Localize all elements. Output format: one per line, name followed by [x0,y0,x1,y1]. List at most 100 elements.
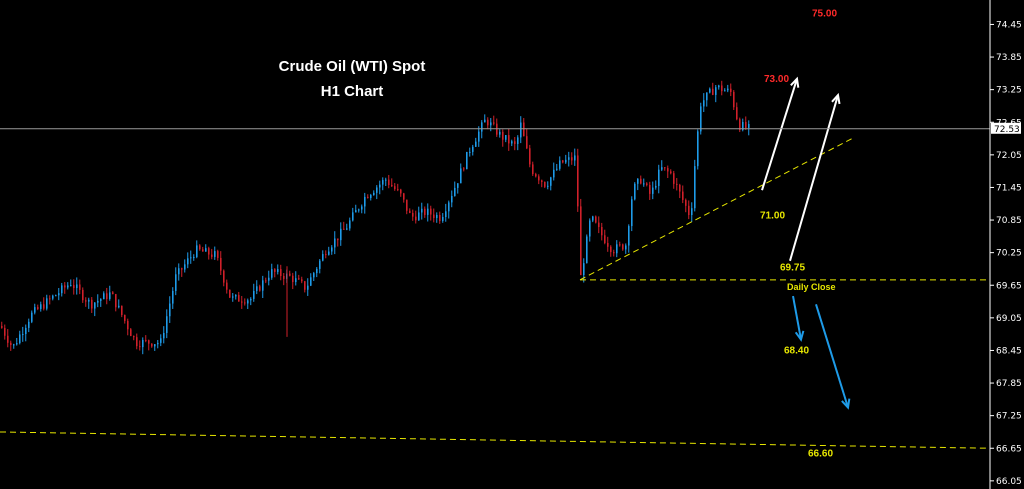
candle-body [538,176,540,181]
candle-body [187,258,189,265]
candle-body [535,174,537,177]
candle-body [1,326,3,328]
candle-body [265,280,267,282]
candle-body [592,216,594,221]
candle-body [22,334,24,336]
candle-body [127,320,129,330]
candle-body [613,252,615,254]
candle-body [703,100,705,107]
candle-body [667,168,669,172]
candle-body [427,208,429,215]
candle-body [34,307,36,313]
candle-body [529,148,531,165]
candle-body [469,151,471,153]
candle-body [310,277,312,286]
candle-body [670,171,672,174]
arrow-up-shaft [789,94,839,262]
candle-body [673,173,675,184]
arrow-down-head [841,398,851,410]
candle-body [457,183,459,188]
candle-body [577,155,579,207]
candle-body [301,279,303,282]
candle-body [289,273,291,276]
candle-body [664,167,666,169]
candle-body [646,183,648,185]
y-axis-ticks: 74.4573.8573.2572.6572.0571.4570.8570.25… [990,20,1022,487]
candle-body [19,334,21,344]
candle-body [550,177,552,186]
candle-body [520,122,522,138]
candle-body [358,209,360,211]
y-tick-label: 69.05 [996,314,1022,324]
candle-body [325,254,327,256]
candle-body [370,195,372,198]
candle-body [688,205,690,216]
candle-body [25,327,27,335]
candle-body [541,180,543,182]
candle-body [166,316,168,333]
candle-body [652,187,654,194]
candle-body [178,268,180,275]
candle-body [121,305,123,315]
y-tick-label: 68.45 [996,346,1022,356]
drawn-lines-group [0,138,991,449]
candle-body [625,245,627,250]
candle-body [88,299,90,302]
candle-body [214,251,216,257]
arrow-down-head [794,330,805,342]
chart-subtitle: H1 Chart [321,83,384,100]
candle-body [415,216,417,221]
candle-body [649,184,651,194]
candle-body [10,342,12,345]
candle-body [610,246,612,253]
level-annotation: 73.00 [764,74,789,85]
arrow-down-shaft [792,295,802,340]
candle-body [679,184,681,192]
candle-body [247,300,249,304]
candle-body [565,159,567,163]
candle-body [466,151,468,170]
candle-body [175,274,177,291]
candle-body [382,180,384,185]
candle-body [397,189,399,191]
y-tick-label: 70.25 [996,249,1022,259]
candle-body [241,301,243,303]
y-tick-label: 66.65 [996,444,1022,454]
candle-body [304,281,306,290]
level-annotation: 68.40 [784,345,809,356]
candle-body [463,168,465,170]
candle-body [694,166,696,209]
candle-body [622,244,624,250]
candle-body [691,208,693,216]
candle-body [490,122,492,126]
candle-body [31,312,33,322]
candle-body [685,199,687,206]
candle-body [277,269,279,272]
candle-body [553,169,555,178]
level-annotation: 75.00 [812,9,837,20]
candle-body [160,338,162,343]
candle-body [136,337,138,347]
candle-body [316,268,318,274]
candle-body [676,183,678,185]
candle-body [271,269,273,278]
candle-body [715,87,717,95]
candle-body [409,210,411,213]
candle-body [697,131,699,167]
candle-body [430,208,432,215]
candle-body [631,199,633,227]
candle-body [505,135,507,140]
candle-body [268,277,270,281]
candle-body [148,340,150,344]
candle-body [445,211,447,217]
candle-body [724,90,726,92]
candle-body [79,284,81,290]
candle-body [106,293,108,299]
candle-body [7,335,9,343]
candle-body [313,273,315,278]
candle-body [385,179,387,181]
candle-body [16,343,18,345]
candle-body [391,184,393,187]
candle-body [334,238,336,248]
